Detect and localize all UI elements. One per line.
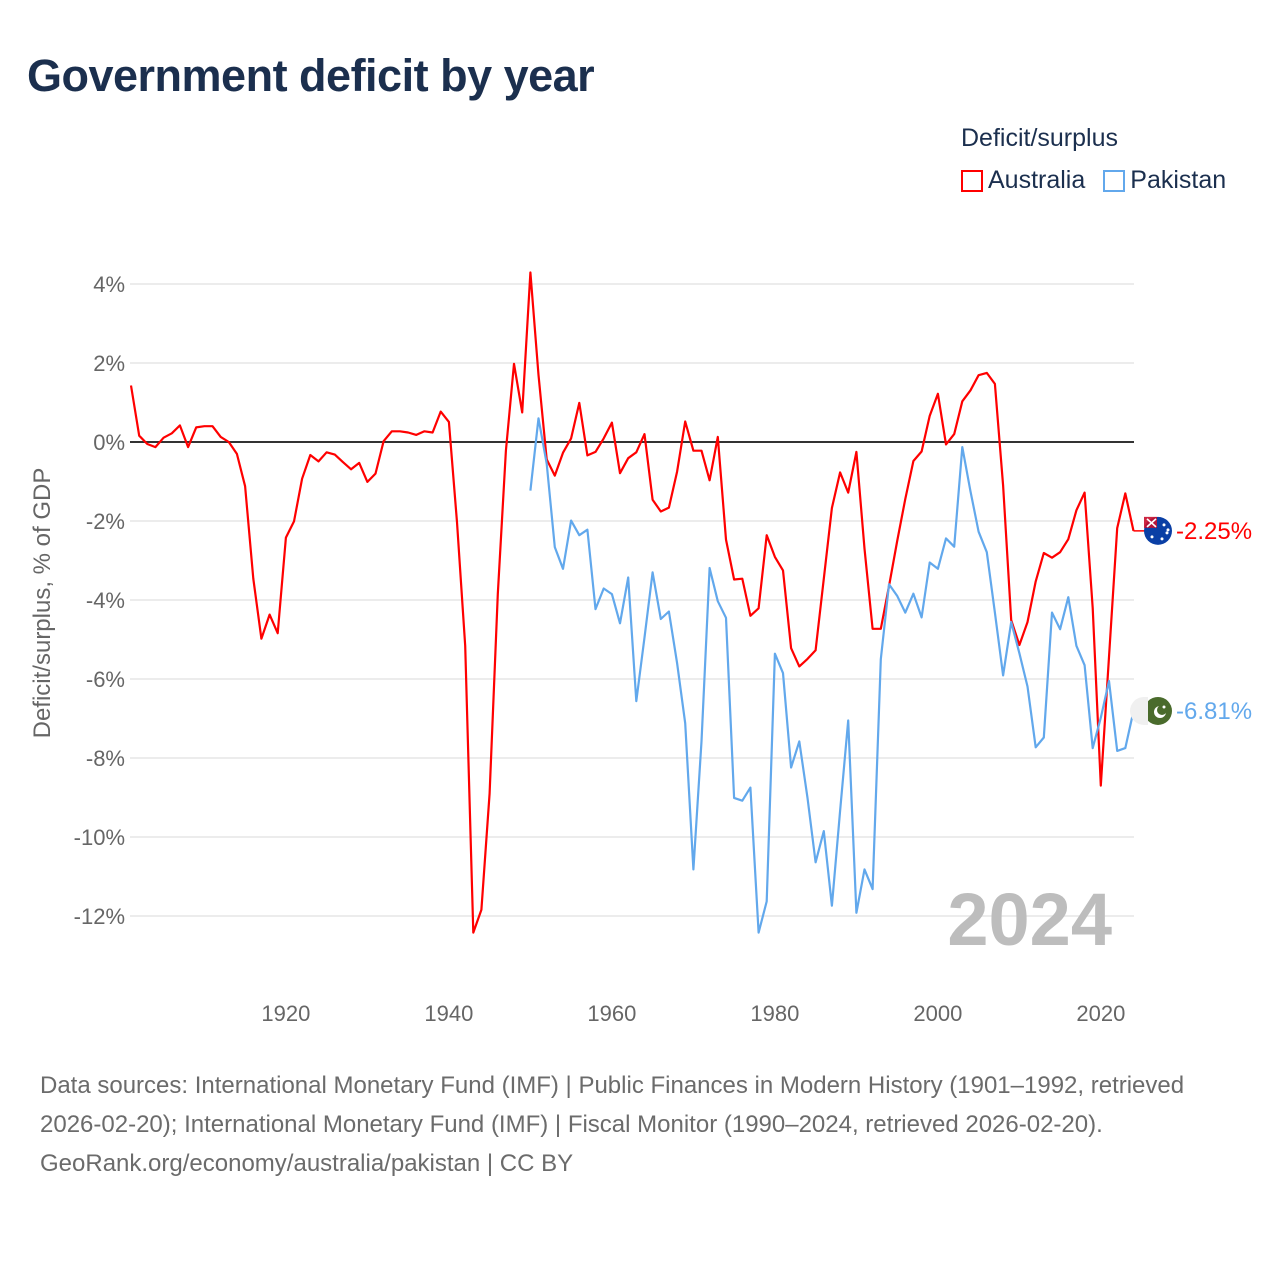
x-tick-label: 1980 xyxy=(750,1001,799,1026)
y-tick-label: -6% xyxy=(86,667,125,692)
x-tick-label: 2000 xyxy=(913,1001,962,1026)
y-tick-label: 0% xyxy=(93,430,125,455)
y-axis-title: Deficit/surplus, % of GDP xyxy=(29,468,56,739)
footer: Data sources: International Monetary Fun… xyxy=(40,1066,1240,1183)
x-axis-ticks: 1920 1940 1960 1980 2000 2020 xyxy=(261,1001,1125,1026)
series-lines xyxy=(129,271,1135,934)
y-tick-label: -8% xyxy=(86,746,125,771)
legend-item-australia[interactable]: Australia xyxy=(961,166,1085,195)
legend-item-pakistan[interactable]: Pakistan xyxy=(1103,166,1226,195)
credit-link[interactable]: GeoRank.org/economy/australia/pakistan |… xyxy=(40,1150,574,1177)
line-chart: 4%2%0%-2%-4%-6%-8%-10%-12% 1920 1940 1960 1… xyxy=(29,271,1252,1026)
chart-title: Government deficit by year xyxy=(27,50,595,101)
series-line-pakistan[interactable] xyxy=(529,417,1135,934)
legend: Australia Pakistan xyxy=(961,166,1226,195)
series-line-australia[interactable] xyxy=(129,271,1135,934)
flag-pakistan-icon xyxy=(1130,696,1172,725)
y-tick-label: -4% xyxy=(86,588,125,613)
end-label-pakistan: -6.81% xyxy=(1176,698,1252,725)
y-tick-label: -12% xyxy=(74,904,125,929)
data-sources: Data sources: International Monetary Fun… xyxy=(40,1072,1185,1138)
gridlines xyxy=(130,283,1134,917)
x-tick-label: 2020 xyxy=(1076,1001,1125,1026)
flag-australia-icon xyxy=(1144,516,1172,545)
x-tick-label: 1940 xyxy=(424,1001,473,1026)
year-watermark: 2024 xyxy=(947,878,1112,961)
y-tick-label: -10% xyxy=(74,825,125,850)
legend-label-australia: Australia xyxy=(988,166,1086,194)
x-tick-label: 1920 xyxy=(261,1001,310,1026)
legend-label-pakistan: Pakistan xyxy=(1130,166,1227,194)
end-labels: -2.25% -6.81% xyxy=(1130,516,1252,725)
y-tick-label: 4% xyxy=(93,272,125,297)
legend-swatch-australia xyxy=(961,169,983,192)
end-label-australia: -2.25% xyxy=(1176,518,1252,545)
legend-title: Deficit/surplus xyxy=(961,124,1118,152)
x-tick-label: 1960 xyxy=(587,1001,636,1026)
y-axis-ticks: 4% 2% 0% -2% -4% -6% -8% -10% -12% xyxy=(74,272,125,929)
y-tick-label: -2% xyxy=(86,509,125,534)
y-tick-label: 2% xyxy=(93,351,125,376)
legend-swatch-pakistan xyxy=(1103,169,1126,192)
